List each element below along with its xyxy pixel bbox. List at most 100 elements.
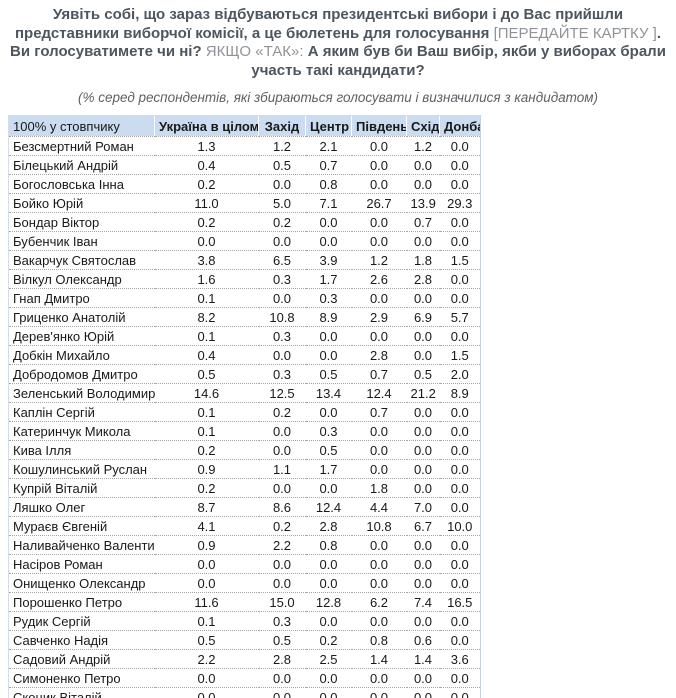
value-cell: 2.2 <box>154 649 259 669</box>
title-segment: А яким був би Ваш вибір, якби у виборах … <box>251 43 666 79</box>
candidate-name: Зеленський Володимир <box>8 383 155 403</box>
value-cell: 1.5 <box>439 250 481 270</box>
candidate-name: Рудик Сергій <box>8 611 155 631</box>
value-cell: 0.0 <box>406 478 440 498</box>
candidate-name: Савченко Надія <box>8 630 155 650</box>
title-segment: Уявіть собі, що зараз відбуваються прези… <box>14 6 624 42</box>
value-cell: 0.0 <box>439 212 481 232</box>
value-cell: 0.0 <box>351 155 407 175</box>
value-cell: 12.4 <box>351 383 407 403</box>
value-cell: 0.0 <box>439 288 481 308</box>
value-cell: 13.9 <box>406 193 440 213</box>
value-cell: 12.4 <box>305 497 352 517</box>
value-cell: 0.8 <box>351 630 407 650</box>
value-cell: 0.0 <box>351 326 407 346</box>
poll-results-table: 100% у стовпчику Україна в цілому Захід … <box>8 115 481 698</box>
value-cell: 0.0 <box>439 611 481 631</box>
title-segment-instruction: [ПЕРЕДАЙТЕ КАРТКУ ] <box>493 24 657 42</box>
table-row: Онищенко Олександр 0.0 0.0 0.0 0.0 0.0 0.0 <box>8 573 481 593</box>
table-row: Богословська Інна 0.2 0.0 0.8 0.0 0.0 0.0 <box>8 174 481 194</box>
value-cell: 0.0 <box>258 478 306 498</box>
value-cell: 0.7 <box>351 364 407 384</box>
value-cell: 0.2 <box>154 174 259 194</box>
value-cell: 1.7 <box>305 269 352 289</box>
value-cell: 1.4 <box>351 649 407 669</box>
value-cell: 0.0 <box>439 497 481 517</box>
value-cell: 0.0 <box>154 573 259 593</box>
value-cell: 0.0 <box>258 288 306 308</box>
column-header-east: Схід <box>406 115 440 137</box>
value-cell: 12.5 <box>258 383 306 403</box>
value-cell: 0.0 <box>154 668 259 688</box>
value-cell: 0.0 <box>439 402 481 422</box>
survey-subtitle: (% серед респондентів, які збираються го… <box>77 90 599 105</box>
value-cell: 0.0 <box>258 573 306 593</box>
candidate-name: Гриценко Анатолій <box>8 307 155 327</box>
candidate-name: Бубенчик Іван <box>8 231 155 251</box>
value-cell: 0.0 <box>305 402 352 422</box>
value-cell: 0.0 <box>439 554 481 574</box>
value-cell: 0.0 <box>258 440 306 460</box>
value-cell: 0.0 <box>305 326 352 346</box>
value-cell: 1.4 <box>406 649 440 669</box>
value-cell: 1.5 <box>439 345 481 365</box>
value-cell: 0.0 <box>351 231 407 251</box>
value-cell: 1.2 <box>351 250 407 270</box>
value-cell: 0.0 <box>305 345 352 365</box>
value-cell: 0.0 <box>351 687 407 698</box>
value-cell: 26.7 <box>351 193 407 213</box>
value-cell: 10.8 <box>351 516 407 536</box>
value-cell: 12.8 <box>305 592 352 612</box>
candidate-name: Кива Ілля <box>8 440 155 460</box>
column-header-donbas: Донбас <box>439 115 481 137</box>
table-row: Гриценко Анатолій 8.2 10.8 8.9 2.9 6.9 5.7 <box>8 307 481 327</box>
value-cell: 0.0 <box>406 231 440 251</box>
value-cell: 7.1 <box>305 193 352 213</box>
value-cell: 8.9 <box>439 383 481 403</box>
value-cell: 7.0 <box>406 497 440 517</box>
value-cell: 0.3 <box>258 364 306 384</box>
column-header-west: Захід <box>258 115 306 137</box>
candidate-name: Каплін Сергій <box>8 402 155 422</box>
table-row: Кива Ілля 0.2 0.0 0.5 0.0 0.0 0.0 <box>8 440 481 460</box>
candidate-name: Ляшко Олег <box>8 497 155 517</box>
candidate-name: Мураєв Євгеній <box>8 516 155 536</box>
value-cell: 0.0 <box>351 611 407 631</box>
value-cell: 0.0 <box>406 288 440 308</box>
value-cell: 0.0 <box>439 421 481 441</box>
value-cell: 0.0 <box>258 668 306 688</box>
value-cell: 0.0 <box>406 687 440 698</box>
value-cell: 0.0 <box>406 402 440 422</box>
value-cell: 2.6 <box>351 269 407 289</box>
value-cell: 0.1 <box>154 611 259 631</box>
value-cell: 0.1 <box>154 421 259 441</box>
value-cell: 1.6 <box>154 269 259 289</box>
candidate-name: Добкін Михайло <box>8 345 155 365</box>
value-cell: 0.7 <box>305 155 352 175</box>
value-cell: 0.0 <box>351 668 407 688</box>
value-cell: 0.0 <box>154 554 259 574</box>
value-cell: 0.0 <box>351 459 407 479</box>
value-cell: 0.0 <box>439 174 481 194</box>
column-header-south: Південь <box>351 115 407 137</box>
value-cell: 0.0 <box>305 231 352 251</box>
value-cell: 0.6 <box>406 630 440 650</box>
value-cell: 0.0 <box>406 554 440 574</box>
survey-question-title: Уявіть собі, що зараз відбуваються прези… <box>8 6 668 80</box>
table-row: Порошенко Петро 11.6 15.0 12.8 6.2 7.4 16.5 <box>8 592 481 612</box>
value-cell: 0.0 <box>351 421 407 441</box>
value-cell: 0.3 <box>258 269 306 289</box>
value-cell: 0.0 <box>351 288 407 308</box>
value-cell: 2.8 <box>258 649 306 669</box>
candidate-name: Порошенко Петро <box>8 592 155 612</box>
value-cell: 2.0 <box>439 364 481 384</box>
title-segment-condition: ЯКЩО «ТАК»: <box>205 43 308 60</box>
table-row: Насіров Роман 0.0 0.0 0.0 0.0 0.0 0.0 <box>8 554 481 574</box>
value-cell: 5.7 <box>439 307 481 327</box>
value-cell: 0.0 <box>258 231 306 251</box>
value-cell: 0.0 <box>439 459 481 479</box>
value-cell: 1.3 <box>154 136 259 156</box>
candidate-name: Богословська Інна <box>8 174 155 194</box>
candidate-name: Наливайченко Валентин <box>8 535 155 555</box>
value-cell: 3.9 <box>305 250 352 270</box>
